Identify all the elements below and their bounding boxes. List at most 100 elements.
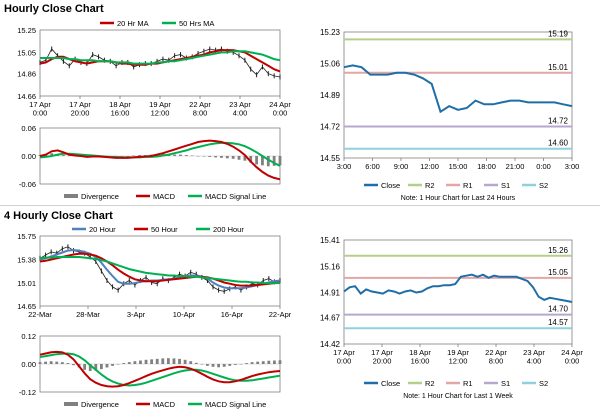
legend-item: Close [381, 379, 400, 388]
divergence-bar [49, 361, 53, 364]
divergence-bar [133, 361, 137, 364]
divergence-bar [50, 153, 54, 156]
legend-item: R1 [463, 379, 473, 388]
divergence-bar [120, 156, 124, 157]
divergence-bar [243, 156, 247, 161]
y-tick-label: 15.01 [17, 279, 36, 288]
legend-item: R2 [425, 181, 435, 190]
y-tick-label: -0.12 [19, 388, 36, 397]
divergence-bar [245, 363, 248, 364]
x-tick-label: 22 Apr 8:00 [485, 348, 507, 366]
divergence-bar [261, 361, 265, 364]
x-tick-label: 17 Apr 20:00 [371, 348, 393, 366]
divergence-bar [60, 362, 64, 364]
signal-line [39, 352, 281, 387]
legend-item: S2 [539, 379, 548, 388]
divergence-bar [116, 364, 120, 365]
divergence-bar [194, 362, 198, 364]
divergence-bar [189, 361, 193, 364]
y-tick-label: 14.86 [17, 70, 36, 79]
divergence-bar [67, 155, 71, 157]
y-tick-label: 14.67 [320, 314, 341, 323]
divergence-bar [111, 364, 114, 366]
4h-close-chart: 15.41 15.16 14.91 14.67 14.42 15.26 15.05 14.70… [320, 236, 583, 400]
signal-line [39, 141, 281, 167]
legend-item: S2 [539, 181, 548, 190]
x-tick-label: 6:00 [365, 162, 380, 171]
level-label: 14.70 [548, 305, 569, 314]
x-tick-label: 10-Apr [173, 310, 196, 319]
divergence-bar [272, 156, 276, 166]
legend-item: Divergence [81, 400, 119, 409]
divergence-bar [211, 364, 215, 367]
divergence-bar [38, 362, 42, 364]
divergence-bar [266, 156, 270, 167]
x-tick-label: 19 Apr 12:00 [149, 100, 171, 118]
divergence-bar [206, 364, 209, 366]
plot-frame [343, 31, 573, 159]
level-label: 15.26 [548, 246, 569, 255]
divergence-bar [256, 361, 260, 364]
divergence-bar [94, 364, 98, 371]
legend-item: MACD Signal Line [205, 400, 266, 409]
x-tick-label: 22-Mar [28, 310, 52, 319]
x-tick-label: 15:00 [449, 162, 468, 171]
y-tick-label: 0.06 [21, 124, 36, 133]
divergence-bar [222, 364, 226, 367]
divergence-bar [178, 358, 181, 364]
hourly-macd-chart: 0.06 0.00 -0.06 Divergence MACD MACD Signal L… [19, 124, 282, 201]
divergence-bar [88, 364, 92, 371]
x-tick-label: 3:00 [565, 162, 580, 171]
legend-item: 50 Hrs MA [179, 19, 214, 28]
x-tick-label: 22 Apr 8:00 [189, 100, 211, 118]
divergence-bar [105, 364, 109, 368]
plot-frame [39, 235, 281, 307]
divergence-bar [150, 359, 154, 364]
x-tick-label: 17 Apr 20:00 [69, 100, 91, 118]
y-tick-label: 0.12 [21, 332, 36, 341]
x-tick-label: 24 Apr 0:00 [269, 100, 291, 118]
x-tick-label: 23 Apr 4:00 [523, 348, 545, 366]
level-label: 14.57 [548, 318, 569, 327]
x-tick-label: 24 Apr 0:00 [561, 348, 583, 366]
legend-item: 20 Hr MA [117, 19, 149, 28]
x-tick-label: 3-Apr [127, 310, 146, 319]
divergence-bar [172, 358, 176, 364]
divergence-bar [122, 363, 126, 364]
hourly-close-chart: 15.23 15.06 14.89 14.72 14.55 15.19 15.01 14.72… [320, 28, 580, 202]
legend-item: R2 [425, 379, 435, 388]
legend-item: 20 Hour [89, 225, 116, 234]
y-tick-label: 15.75 [17, 232, 36, 241]
legend-item: S1 [501, 379, 510, 388]
divergence-bar [138, 155, 141, 156]
x-tick-label: 21:00 [506, 162, 525, 171]
divergence-bar [214, 156, 218, 158]
divergence-bar [83, 364, 87, 370]
divergence-bar [44, 361, 47, 364]
x-tick-label: 28-Mar [76, 310, 100, 319]
divergence-bar [278, 156, 282, 166]
divergence-bar [228, 364, 232, 366]
y-tick-label: 14.91 [320, 289, 341, 298]
y-tick-label: 15.06 [320, 60, 341, 69]
y-tick-label: 15.16 [320, 262, 341, 271]
chart-note: Note: 1 Hour Chart for Last 24 Hours [401, 195, 516, 202]
y-tick-label: 14.65 [17, 302, 36, 311]
macd-line [39, 139, 281, 181]
divergence-bar [202, 156, 206, 157]
section-title-4hourly: 4 Hourly Close Chart [4, 210, 113, 222]
series-line-1 [39, 252, 281, 287]
divergence-bar [196, 156, 200, 157]
series-line-2 [39, 256, 280, 285]
divergence-bar [72, 364, 75, 366]
divergence-bar [161, 358, 165, 364]
level-label: 14.72 [548, 117, 569, 126]
divergence-bar [273, 360, 276, 364]
divergence-bar [261, 156, 264, 166]
divergence-bar [66, 363, 70, 364]
divergence-bar [132, 155, 136, 157]
y-tick-label: 15.41 [320, 236, 341, 245]
level-label: 14.60 [548, 139, 569, 148]
section-divider [0, 205, 600, 206]
